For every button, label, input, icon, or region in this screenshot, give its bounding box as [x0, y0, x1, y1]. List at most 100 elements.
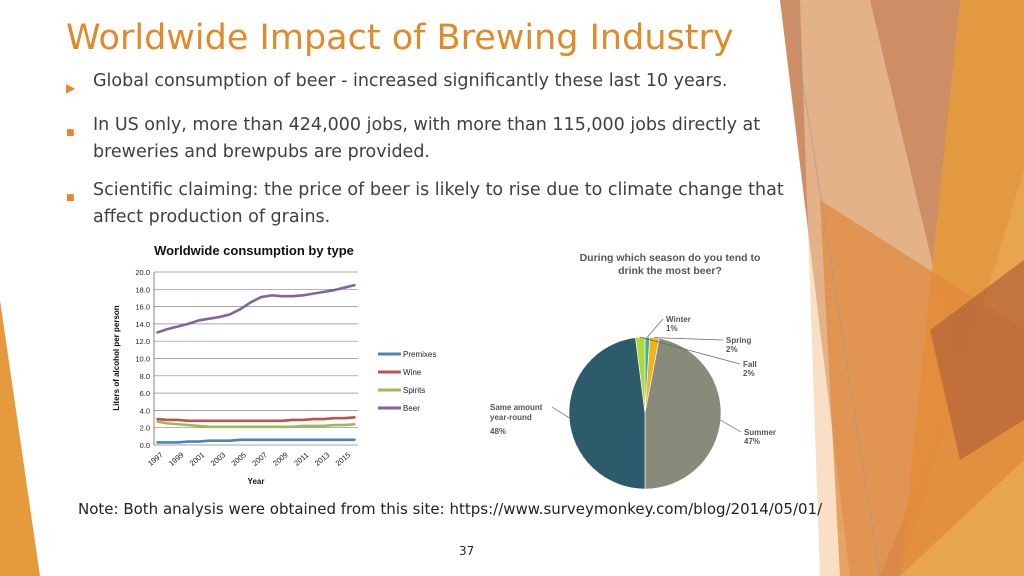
data-point: [270, 438, 273, 441]
data-point: [166, 441, 169, 444]
data-point: [208, 425, 211, 428]
data-point: [218, 439, 221, 442]
data-point: [260, 438, 263, 441]
data-point: [249, 419, 252, 422]
data-point: [354, 423, 356, 426]
x-tick-label: 2015: [334, 450, 353, 468]
x-tick-label: 2007: [250, 450, 269, 468]
data-point: [354, 416, 356, 419]
pie-label: Winter 1%: [666, 315, 691, 333]
data-point: [197, 419, 200, 422]
data-point: [187, 323, 190, 325]
x-tick-label: 1997: [146, 450, 165, 468]
data-point: [301, 419, 304, 421]
pie-label: Spring 2%: [726, 336, 751, 354]
y-tick-label: 14.0: [135, 320, 150, 329]
data-point: [229, 425, 231, 428]
data-point: [260, 296, 263, 298]
y-axis-label: Liters of alcohol per person: [112, 305, 121, 410]
data-point: [197, 440, 200, 443]
y-tick-label: 6.0: [140, 389, 150, 398]
data-point: [249, 425, 252, 428]
data-point: [270, 425, 273, 428]
data-point: [197, 319, 200, 322]
data-point: [281, 425, 283, 428]
x-tick-label: 2009: [271, 450, 290, 468]
data-point: [239, 438, 242, 441]
legend-label: Beer: [403, 404, 420, 413]
data-point: [354, 284, 356, 286]
y-tick-label: 2.0: [140, 424, 150, 433]
pie-slice-summer: [644, 337, 722, 490]
leader-line: [720, 419, 742, 433]
data-point: [176, 419, 179, 421]
data-point: [322, 418, 325, 420]
data-point: [333, 417, 336, 420]
data-point: [249, 301, 252, 304]
pie-chart: During which season do you tend to drink …: [490, 252, 776, 490]
data-point: [156, 441, 158, 444]
data-point: [208, 439, 211, 442]
pie-label: Fall 2%: [743, 360, 757, 378]
page-number: 37: [459, 544, 475, 558]
bullet-text: In US only, more than 424,000 jobs, with…: [93, 115, 761, 162]
data-point: [333, 289, 336, 292]
series-line-premixes: [157, 438, 355, 444]
data-point: [343, 438, 346, 441]
slide-title: Worldwide Impact of Brewing Industry: [66, 18, 734, 58]
legend-label: Spirits: [403, 386, 425, 395]
bullet-text: Global consumption of beer - increased s…: [93, 71, 728, 91]
data-point: [218, 425, 221, 428]
data-point: [322, 438, 325, 441]
pie-slice-same-amount-year-round: [568, 337, 646, 490]
data-point: [281, 295, 283, 298]
data-point: [270, 294, 273, 297]
data-point: [218, 419, 221, 422]
data-point: [291, 438, 294, 441]
pie-title: During which season do you tend to drink …: [580, 252, 761, 277]
arrow-bullet-icon: ▶: [66, 81, 76, 95]
leader-line: [551, 406, 570, 419]
pie-label: Same amount year-round 48%: [490, 403, 543, 436]
deco-line: [789, 0, 881, 576]
data-point: [239, 419, 242, 422]
x-tick-label: 2003: [209, 450, 228, 468]
data-point: [343, 424, 346, 427]
data-point: [187, 440, 190, 443]
data-point: [218, 316, 221, 318]
y-tick-label: 16.0: [135, 303, 150, 312]
data-point: [333, 424, 336, 427]
data-point: [301, 438, 304, 441]
data-point: [197, 425, 200, 427]
legend-label: Wine: [403, 368, 422, 377]
x-tick-label: 2005: [229, 450, 248, 468]
legend-label: Premixes: [403, 350, 436, 359]
data-point: [343, 286, 346, 289]
data-point: [166, 422, 169, 425]
data-point: [291, 295, 294, 298]
y-tick-label: 10.0: [135, 355, 150, 364]
data-point: [343, 417, 346, 420]
leader-line: [640, 336, 741, 365]
data-point: [291, 419, 294, 421]
data-point: [156, 418, 158, 420]
data-point: [156, 420, 158, 423]
source-note: Note: Both analysis were obtained from t…: [78, 500, 823, 518]
y-tick-label: 18.0: [135, 285, 150, 294]
data-point: [229, 313, 231, 316]
data-point: [312, 418, 315, 420]
deco-shape-mid-right: [820, 200, 1024, 576]
data-point: [312, 438, 315, 441]
data-point: [270, 419, 273, 422]
data-point: [187, 419, 190, 422]
data-point: [239, 308, 242, 311]
data-point: [208, 317, 211, 320]
data-point: [354, 438, 356, 441]
data-point: [281, 419, 283, 422]
series-line-wine: [156, 416, 356, 423]
leader-line: [654, 337, 724, 341]
data-point: [322, 290, 325, 293]
data-point: [301, 425, 304, 427]
line-chart: Worldwide consumption by type 0.0 2.0 4.0 6.…: [112, 243, 436, 486]
